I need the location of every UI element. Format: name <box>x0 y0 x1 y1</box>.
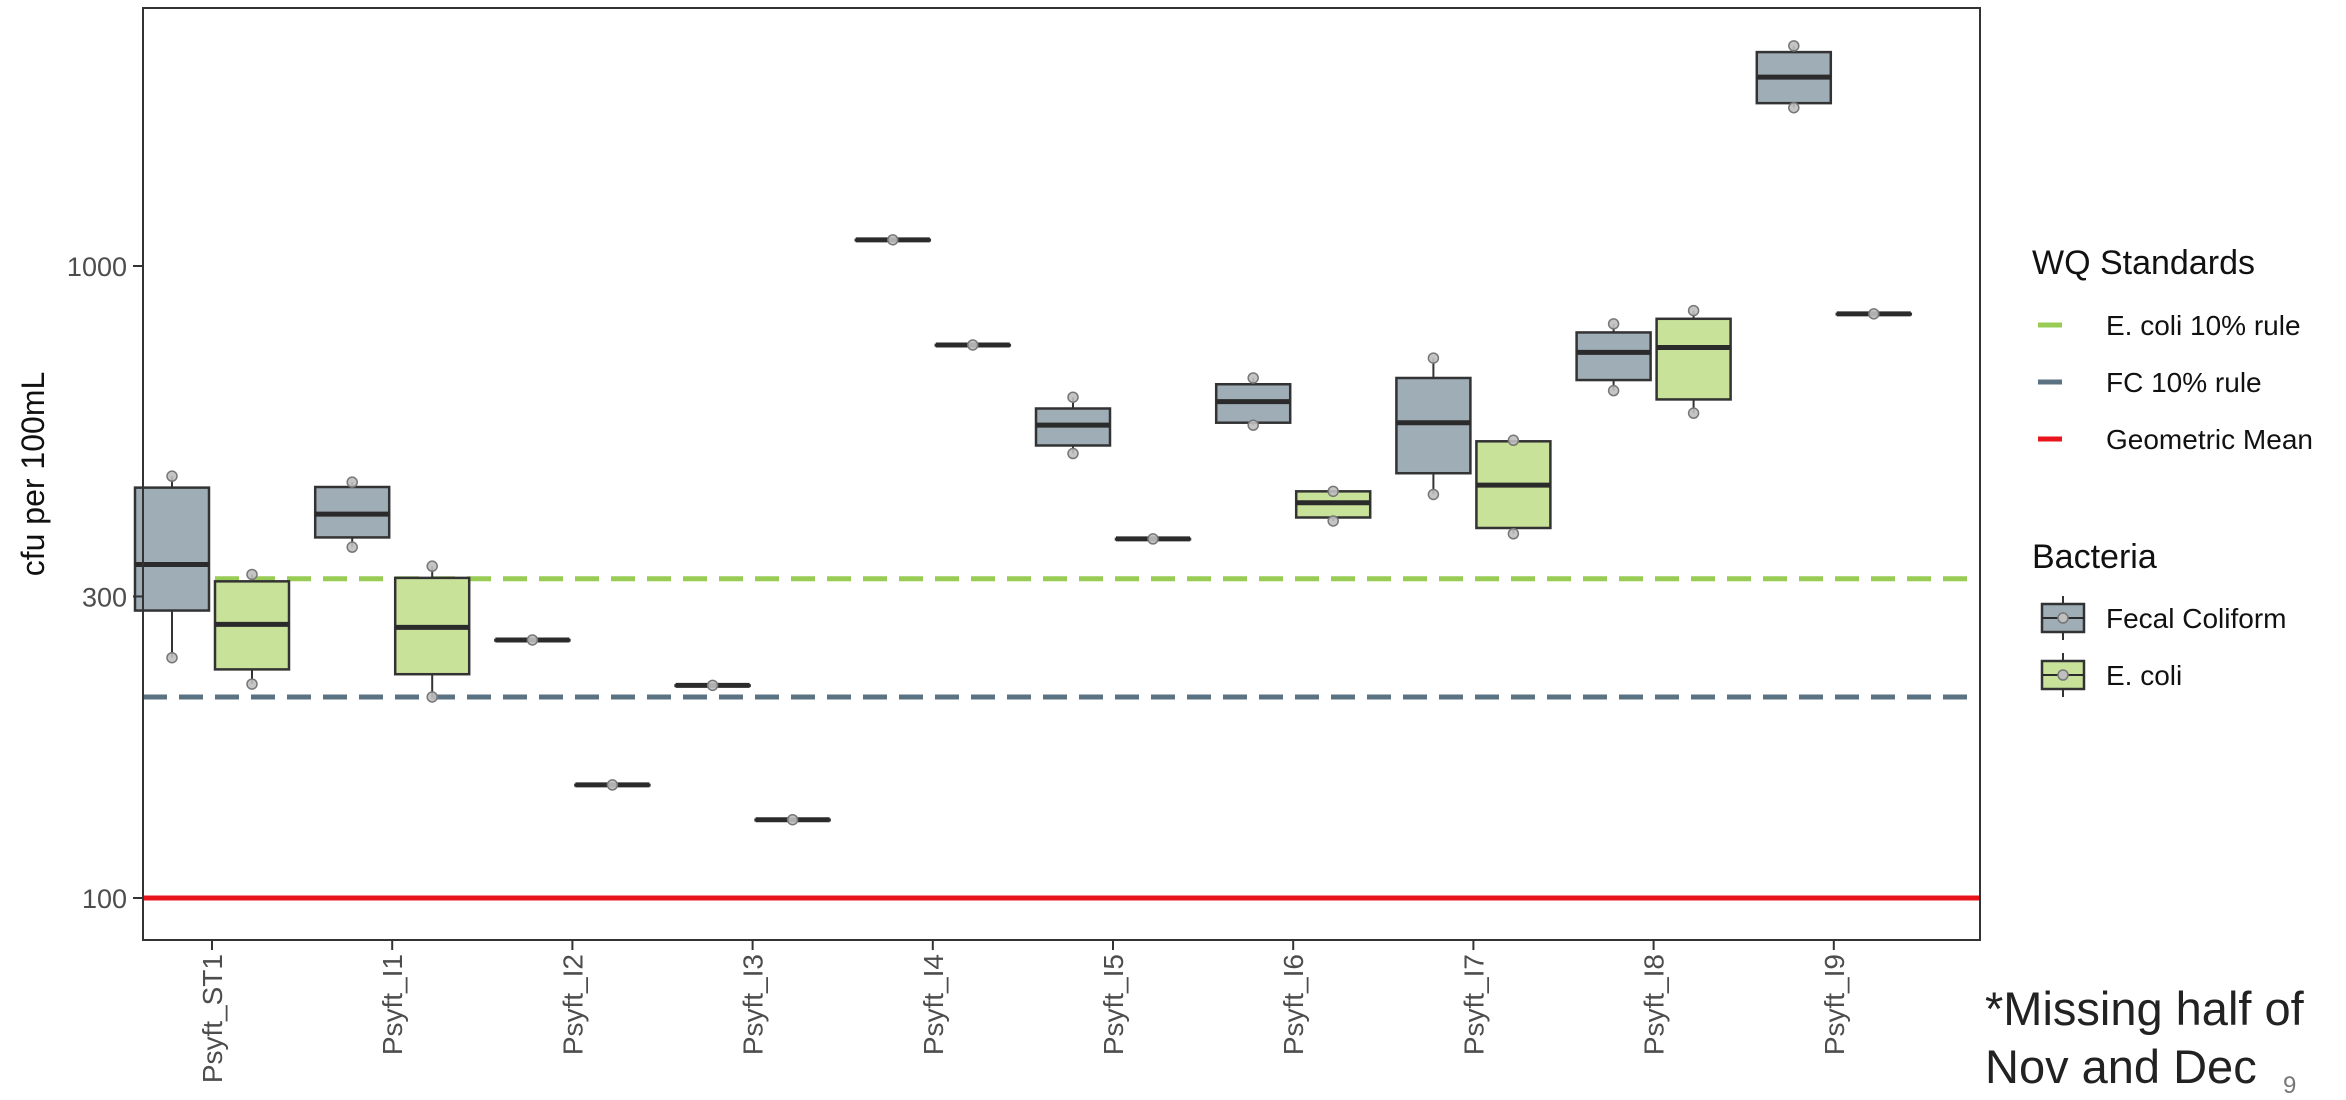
box-psyft_i9-fecal-coliform <box>1755 40 1833 114</box>
box-psyft_i5-fecal-coliform <box>1034 391 1112 460</box>
data-point <box>1067 391 1079 403</box>
box-psyft_i1-fecal-coliform <box>313 476 391 553</box>
box-psyft_i4-fecal-coliform <box>854 234 932 246</box>
legend-label: E. coli 10% rule <box>2106 310 2301 341</box>
box-body <box>1575 331 1652 382</box>
box-psyft_i5-e-coli <box>1114 533 1192 545</box>
x-tick-label: Psyft_I9 <box>1819 954 1850 1055</box>
data-point <box>1507 528 1520 540</box>
data-point <box>1067 447 1079 460</box>
legend-title-wq-standards: WQ Standards <box>2032 244 2255 282</box>
data-point <box>166 651 178 664</box>
x-tick-label: Psyft_I4 <box>918 954 949 1055</box>
box-body <box>133 486 211 612</box>
data-point <box>1788 101 1800 114</box>
data-point <box>706 679 719 692</box>
x-tick-label: Psyft_I8 <box>1639 954 1670 1055</box>
data-point <box>246 568 258 581</box>
y-tick-label: 300 <box>82 582 127 612</box>
box-psyft_i4-e-coli <box>934 339 1012 351</box>
x-tick-label: Psyft_ST1 <box>197 954 228 1083</box>
data-point <box>346 541 358 553</box>
data-point <box>1427 488 1440 501</box>
legend-label: Geometric Mean <box>2106 424 2313 455</box>
data-point <box>786 813 799 826</box>
data-point <box>1427 352 1440 364</box>
data-point <box>887 234 899 246</box>
box-psyft_i7-e-coli <box>1475 434 1552 540</box>
legend-label: FC 10% rule <box>2106 367 2262 398</box>
missing-data-note-line1: *Missing half of <box>1985 982 2304 1035</box>
box-psyft_i6-e-coli <box>1294 485 1372 527</box>
legend-key-point <box>2057 669 2069 681</box>
y-axis: 100 300 1000 <box>67 252 143 914</box>
data-point <box>1507 434 1520 447</box>
box-psyft_i2-e-coli <box>574 779 651 791</box>
x-tick-label: Psyft_I5 <box>1098 954 1129 1055</box>
x-tick-label: Psyft_I2 <box>557 954 588 1055</box>
box-psyft_i6-fecal-coliform <box>1214 372 1292 431</box>
legend-key-point <box>2057 612 2069 624</box>
data-point <box>1607 318 1620 330</box>
box-psyft_st1-e-coli <box>213 568 291 690</box>
legend: WQ Standards E. coli 10% rule FC 10% rule G… <box>2032 244 2313 697</box>
y-axis-label: cfu per 100mL <box>15 372 51 577</box>
data-point <box>1327 515 1339 527</box>
box-body <box>1395 376 1472 475</box>
data-point <box>166 470 178 482</box>
box-psyft_i3-e-coli <box>754 813 831 826</box>
box-psyft_i8-e-coli <box>1655 304 1732 419</box>
page-number: 9 <box>2283 1072 2297 1099</box>
data-point <box>1327 485 1339 498</box>
x-tick-label: Psyft_I6 <box>1278 954 1309 1055</box>
missing-data-note-line2: Nov and Dec <box>1985 1040 2257 1093</box>
box-psyft_i8-fecal-coliform <box>1575 318 1652 397</box>
box-psyft_i3-fecal-coliform <box>674 679 751 692</box>
missing-data-note: *Missing half of Nov and Dec <box>1985 980 2304 1096</box>
legend-label: Fecal Coliform <box>2106 603 2286 634</box>
data-point <box>1607 384 1620 397</box>
boxplots <box>133 40 1913 826</box>
data-point <box>426 691 438 703</box>
x-tick-label: Psyft_I3 <box>738 954 769 1055</box>
x-axis: Psyft_ST1 Psyft_I1 Psyft_I2 Psyft_I3 Psyft_I… <box>197 940 1850 1083</box>
box-psyft_st1-fecal-coliform <box>133 470 211 664</box>
box-psyft_i1-e-coli <box>393 560 471 703</box>
y-tick-label: 1000 <box>67 252 127 282</box>
data-point <box>1788 40 1800 52</box>
box-psyft_i7-fecal-coliform <box>1395 352 1472 501</box>
plot-panel <box>142 7 1981 941</box>
x-tick-label: Psyft_I1 <box>377 954 408 1055</box>
data-point <box>346 476 358 488</box>
x-tick-label: Psyft_I7 <box>1458 954 1489 1055</box>
data-point <box>1868 308 1880 320</box>
data-point <box>426 560 438 572</box>
box-psyft_i9-e-coli <box>1835 308 1913 320</box>
data-point <box>1247 419 1259 431</box>
data-point <box>246 678 258 690</box>
data-point <box>967 339 979 351</box>
data-point <box>1687 407 1700 419</box>
data-point <box>1687 304 1700 317</box>
box-psyft_i2-fecal-coliform <box>494 634 571 646</box>
y-tick-label: 100 <box>82 884 127 914</box>
data-point <box>526 634 539 646</box>
legend-label: E. coli <box>2106 660 2182 691</box>
legend-title-bacteria: Bacteria <box>2032 538 2157 576</box>
data-point <box>1247 372 1259 384</box>
box-body <box>1655 317 1732 401</box>
data-point <box>1147 533 1159 545</box>
data-point <box>606 779 619 791</box>
